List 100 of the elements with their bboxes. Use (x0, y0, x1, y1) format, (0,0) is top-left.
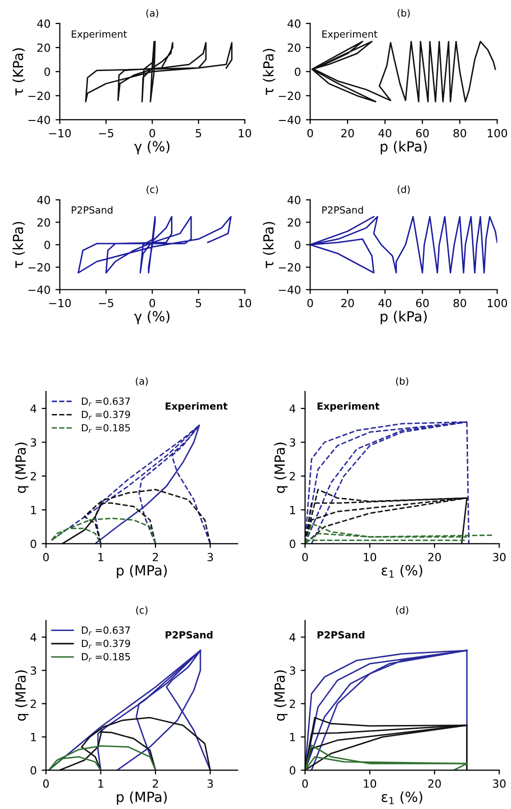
x-tick-label: −5 (99, 298, 114, 308)
x-tick-label: 40 (378, 128, 392, 138)
y-tick-label: −20 (278, 263, 300, 272)
x-tick-label: 0 (307, 128, 313, 138)
annotation: Experiment (322, 30, 378, 40)
x-tick-label: 10 (364, 552, 376, 562)
y-tick-label: 3 (30, 438, 36, 447)
x-tick-label: 0 (149, 298, 156, 308)
x-tick-label: 100 (488, 128, 508, 138)
y-tick-label: −40 (278, 116, 300, 124)
chart-title: (a) (146, 9, 158, 18)
y-tick-label: 1 (290, 506, 296, 514)
x-tick-label: 0 (149, 128, 156, 138)
x-axis-title: p (MPa) (116, 791, 167, 805)
x-axis-title: ε$_{1}$ (%) (382, 791, 422, 804)
y-tick-label: −20 (278, 92, 300, 100)
x-axis-title: ε$_{1}$ (%) (382, 564, 422, 578)
x-axis-title: p (kPa) (380, 140, 427, 154)
x-tick-label: 10 (364, 779, 376, 788)
x-tick-label: 5 (196, 129, 202, 138)
y-tick-label: −20 (28, 92, 50, 100)
legend-label: D$_{r}$ =0.379 (82, 410, 130, 420)
legend-label: D$_{r}$ =0.637 (82, 397, 130, 406)
y-tick-label: 2 (30, 700, 36, 708)
x-tick-label: −10 (49, 128, 71, 138)
y-tick-label: 0 (294, 68, 300, 76)
y-axis-title: τ (kPa) (262, 222, 276, 268)
chart-title: (c) (146, 186, 158, 194)
x-tick-label: 20 (428, 779, 441, 788)
annotation: P2PSand (322, 206, 363, 214)
x-tick-label: 20 (428, 552, 441, 562)
x-tick-label: 30 (493, 552, 506, 562)
x-tick-label: 60 (416, 298, 429, 308)
chart-title: (c) (136, 606, 148, 615)
x-tick-label: 30 (493, 779, 506, 788)
chart-title: (a) (136, 377, 148, 386)
y-tick-label: 0 (290, 766, 296, 775)
y-tick-label: 40 (37, 196, 50, 204)
annotation: P2PSand (318, 630, 364, 639)
annotation: Experiment (72, 30, 127, 40)
x-tick-label: 3 (208, 779, 213, 788)
y-tick-label: 3 (290, 666, 296, 675)
y-tick-label: 1 (290, 733, 296, 742)
x-tick-label: 0 (307, 298, 313, 308)
y-tick-label: 20 (37, 44, 50, 52)
x-tick-label: 0 (302, 779, 308, 788)
y-axis-title: τ (KPa) (12, 48, 25, 96)
y-axis-title: q (MPa) (15, 670, 29, 721)
legend-label: D$_{r}$ =0.637 (82, 626, 130, 636)
chart-title: (b) (396, 377, 408, 386)
y-tick-label: −20 (28, 263, 50, 272)
legend-label: D$_{r}$ =0.185 (82, 653, 130, 662)
chart-title: (b) (398, 9, 410, 18)
y-tick-label: 20 (37, 218, 50, 227)
y-tick-label: 4 (290, 404, 296, 413)
y-tick-label: 40 (288, 19, 300, 28)
y-tick-label: 0 (44, 68, 50, 76)
y-tick-label: 4 (30, 633, 36, 642)
x-tick-label: 2 (152, 552, 158, 562)
y-tick-label: 2 (290, 700, 295, 708)
x-axis-title: γ (%) (134, 310, 170, 324)
y-tick-label: 0 (30, 540, 36, 548)
legend-label: D$_{r}$ =0.379 (82, 640, 130, 649)
x-tick-label: 20 (341, 128, 354, 138)
y-tick-label: 20 (288, 44, 300, 52)
x-tick-label: −10 (49, 298, 71, 308)
x-tick-label: 1 (98, 553, 104, 562)
chart-title: (d) (396, 606, 408, 615)
annotation: Experiment (166, 402, 228, 412)
x-tick-label: 80 (453, 298, 466, 308)
y-axis-title: τ (kPa) (262, 48, 276, 95)
y-tick-label: 4 (30, 404, 36, 413)
x-tick-label: 1 (98, 780, 104, 788)
y-tick-label: −40 (28, 116, 50, 124)
legend-label: D$_{r}$ =0.185 (82, 424, 130, 433)
x-axis-title: p (kPa) (380, 310, 427, 324)
x-tick-label: 20 (341, 298, 354, 308)
y-tick-label: −40 (28, 286, 50, 294)
y-tick-label: 2 (30, 472, 36, 480)
x-axis-title: p (MPa) (116, 564, 167, 578)
y-tick-label: 3 (30, 666, 36, 675)
x-tick-label: 40 (378, 298, 392, 308)
x-tick-label: 5 (196, 298, 202, 308)
y-tick-label: 4 (290, 633, 296, 642)
annotation: Experiment (318, 402, 380, 412)
x-tick-label: 10 (238, 128, 252, 138)
y-tick-label: 3 (290, 438, 296, 447)
y-axis-title: q (MPa) (274, 670, 288, 721)
y-tick-label: 0 (294, 240, 300, 250)
y-tick-label: 20 (288, 218, 300, 227)
x-tick-label: 3 (208, 552, 213, 562)
y-tick-label: 40 (37, 19, 50, 28)
x-tick-label: 100 (488, 298, 508, 308)
y-tick-label: 0 (30, 766, 36, 775)
x-tick-label: 0 (302, 552, 308, 562)
annotation: P2PSand (72, 206, 112, 214)
x-tick-label: 2 (152, 779, 158, 788)
y-tick-label: 0 (290, 540, 296, 548)
x-tick-label: −5 (99, 129, 114, 138)
x-axis-title: γ (%) (134, 140, 170, 154)
